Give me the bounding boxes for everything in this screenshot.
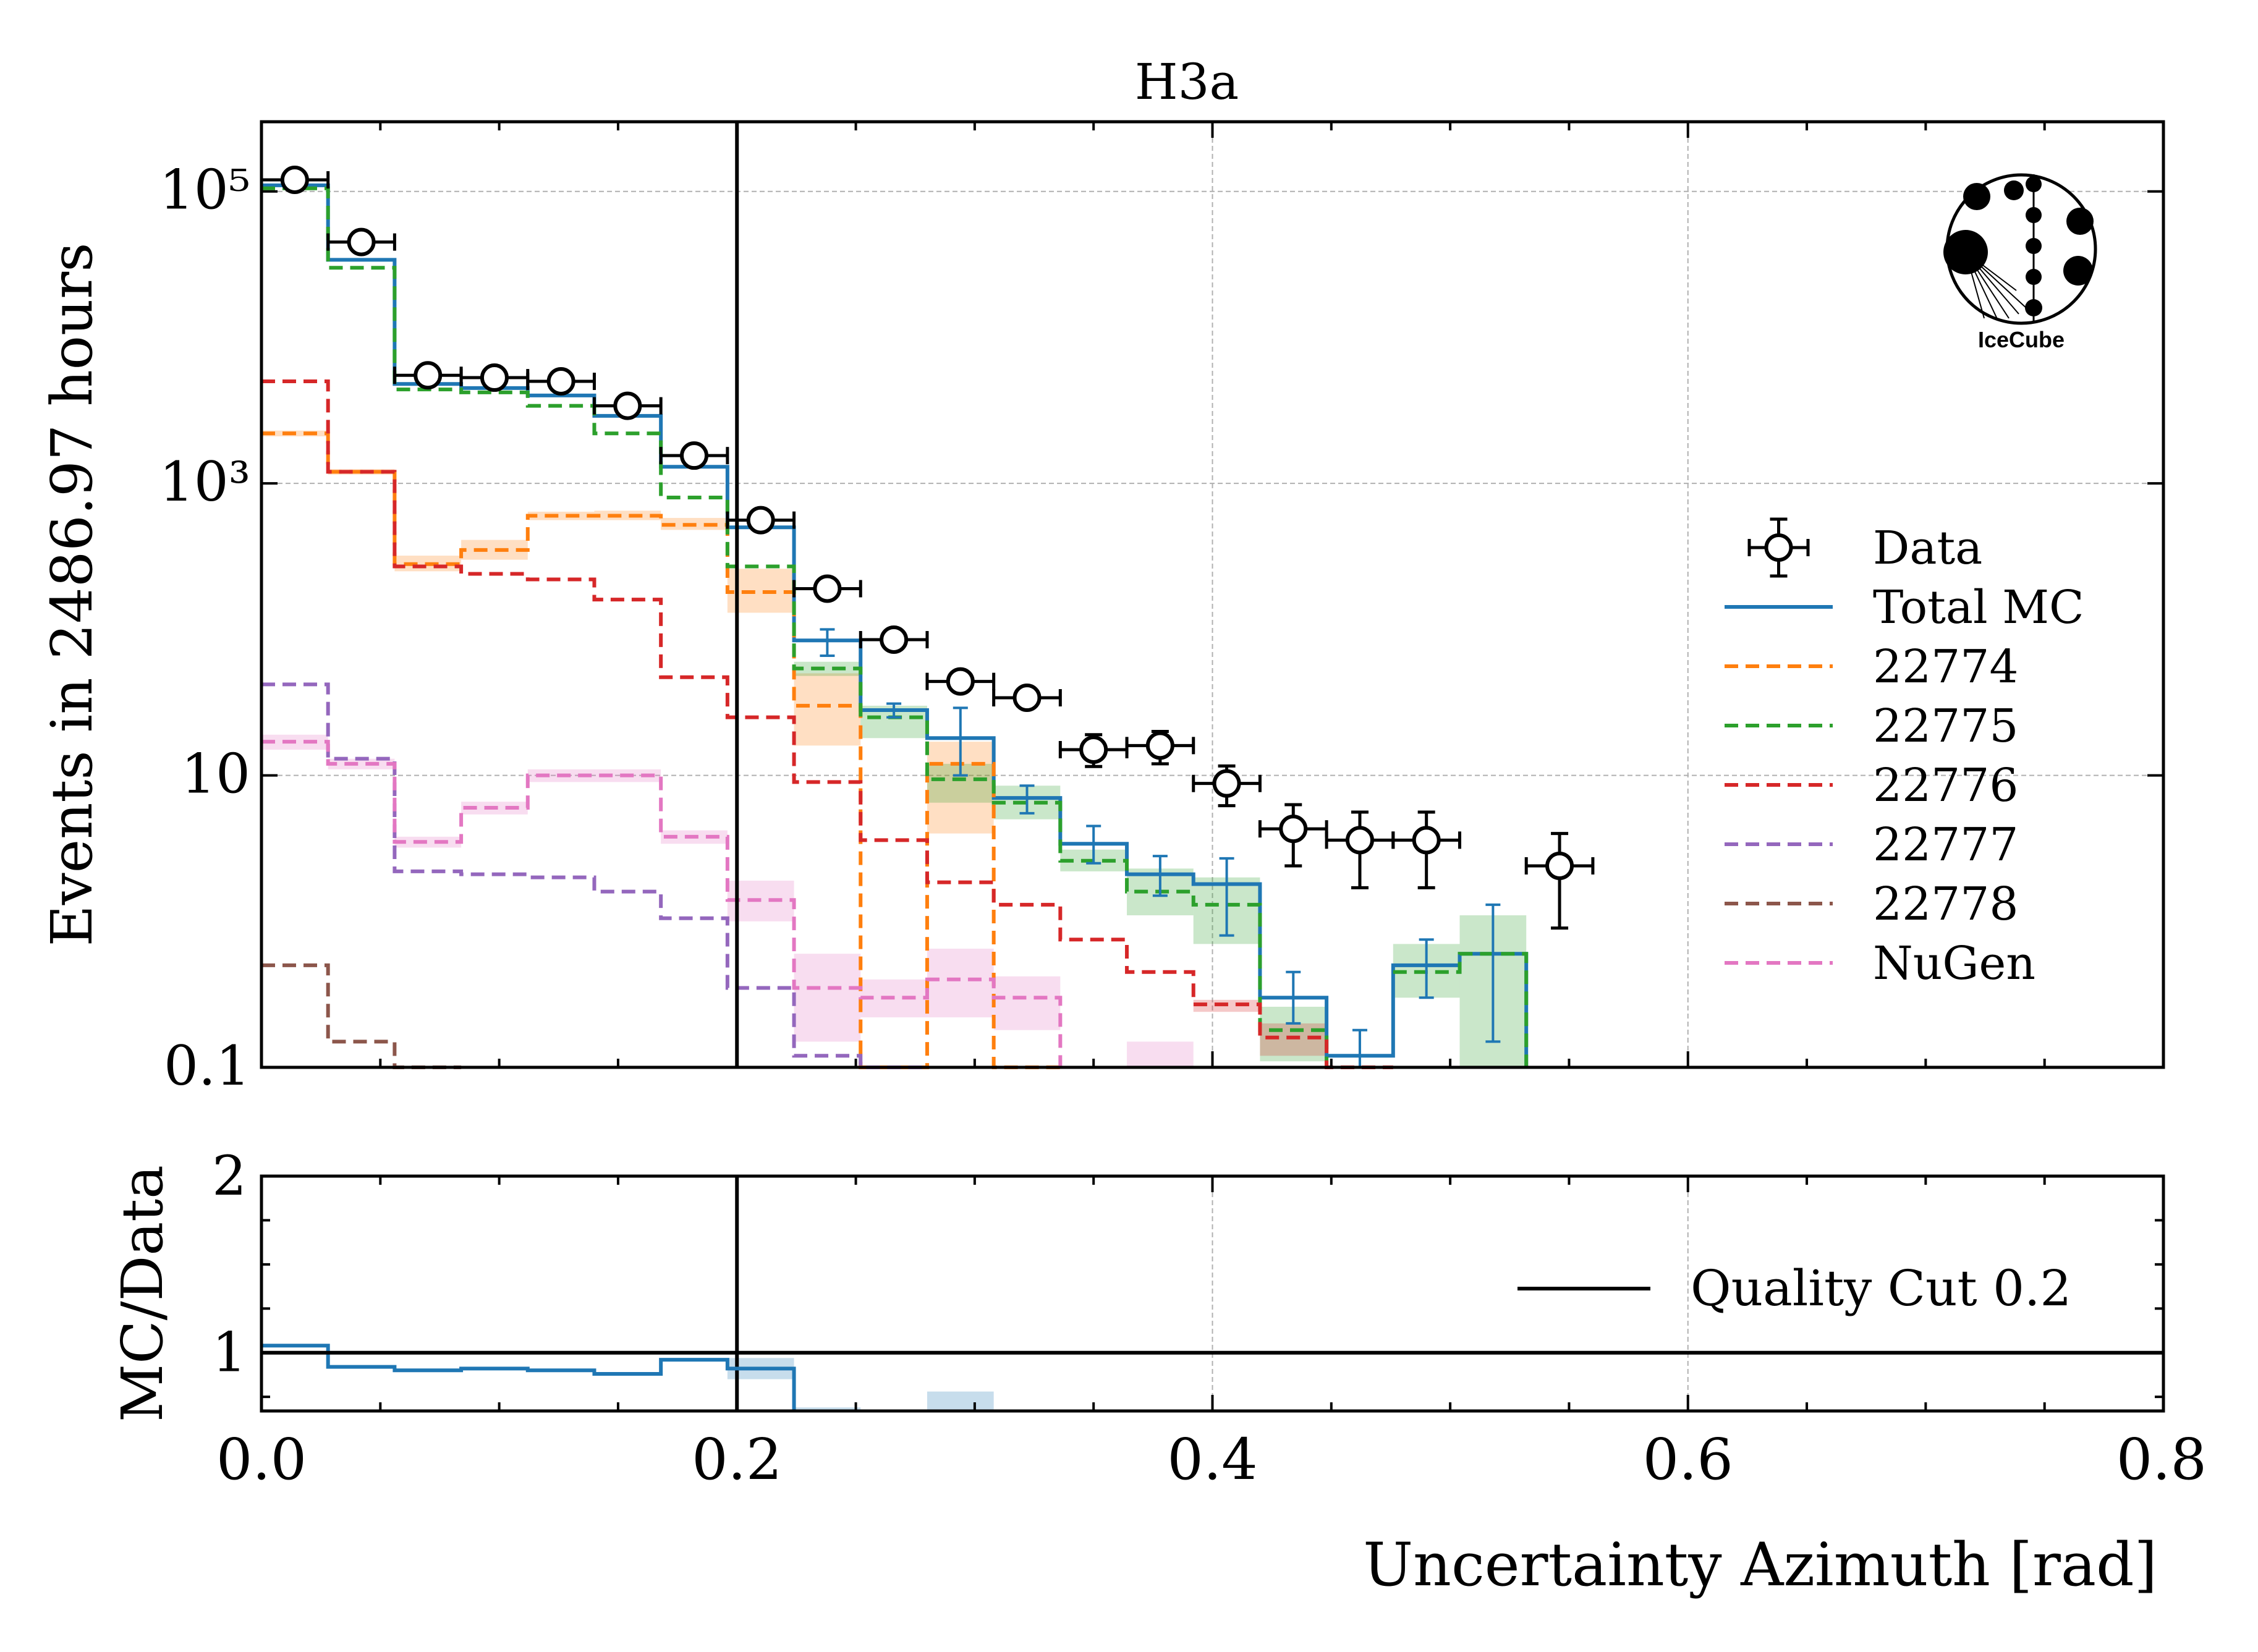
icecube-logo-dot	[2004, 180, 2024, 200]
ratio-panel: 1 2 0.0 0.2 0.4 0.6 0.8 MC/Data Uncertainty Az…	[109, 1144, 2207, 1599]
ratio-band	[794, 1407, 861, 1411]
band-nugen	[993, 976, 1061, 1030]
series-line-s22778	[261, 963, 462, 1069]
icecube-logo-dot	[2063, 256, 2093, 286]
x-tick-label: 0.2	[692, 1426, 782, 1493]
icecube-logo-text: IceCube	[1978, 327, 2065, 352]
data-point	[880, 625, 909, 654]
main-ytick-labels: 0.1 10 10³ 10⁵	[159, 158, 250, 1098]
legend-label-data: Data	[1873, 522, 1982, 575]
legend-marker-data	[1764, 533, 1793, 562]
legend-label-s22776: 22776	[1873, 759, 2018, 812]
data-point	[1545, 851, 1574, 880]
main-panel: 0.1 10 10³ 10⁵ Events in 2486.97 hours IceC…	[39, 120, 2165, 1098]
y-tick-label: 10⁵	[159, 158, 250, 222]
data-point	[1279, 815, 1308, 844]
x-tick-label: 0.4	[1167, 1426, 1257, 1493]
series-line-s22776	[261, 379, 1393, 1069]
legend-label-s22774: 22774	[1873, 640, 2018, 693]
data-point	[680, 441, 709, 470]
data-point	[1412, 826, 1441, 855]
main-frame	[260, 120, 2165, 1069]
band-nugen	[927, 948, 994, 1018]
legend-label-nugen: NuGen	[1873, 937, 2035, 990]
ratio-bands	[727, 1358, 994, 1411]
ratio-legend: Quality Cut 0.2	[1517, 1260, 2071, 1317]
legend-label-s22777: 22777	[1873, 818, 2018, 871]
main-grid	[261, 122, 2163, 1067]
icecube-logo-dot	[1963, 183, 1990, 210]
data-point	[347, 227, 376, 256]
band-s22774	[594, 510, 661, 520]
x-tick-label: 0.0	[216, 1426, 307, 1493]
series-line-s22777	[261, 682, 927, 1069]
ratio-steps	[261, 1176, 2163, 1411]
data-point	[813, 574, 842, 603]
data-point	[414, 361, 443, 390]
main-steps	[261, 122, 1529, 1069]
data-point	[746, 506, 775, 535]
series-line-s22775	[261, 186, 1529, 1067]
data-point	[1079, 735, 1108, 764]
band-nugen	[1127, 1041, 1194, 1067]
chart-title: H3a	[1135, 53, 1239, 111]
legend-label-quality-cut: Quality Cut 0.2	[1691, 1260, 2071, 1317]
band-s22774	[794, 673, 861, 746]
series-line-nugen	[261, 740, 1063, 1067]
ratio-line	[261, 1344, 796, 1411]
ratio-band	[927, 1391, 994, 1411]
band-s22774	[527, 511, 595, 520]
ratio-tick-labels: 1 2 0.0 0.2 0.4 0.6 0.8	[212, 1144, 2207, 1493]
ratio-grid	[1212, 1176, 1689, 1411]
data-point	[1012, 684, 1042, 713]
legend-label-s22778: 22778	[1873, 878, 2018, 931]
main-points	[260, 165, 1595, 930]
band-s22775	[794, 661, 861, 676]
legend-label-s22775: 22775	[1873, 700, 2018, 753]
icecube-logo-dot	[2066, 208, 2094, 235]
icecube-logo: IceCube	[1943, 173, 2097, 352]
data-point	[1145, 731, 1174, 760]
x-tick-label: 0.8	[2116, 1426, 2207, 1493]
ratio-y-axis-label: MC/Data	[109, 1165, 176, 1422]
data-point	[546, 367, 575, 396]
y-tick-label: 10³	[159, 450, 250, 514]
main-y-axis-label: Events in 2486.97 hours	[39, 243, 105, 947]
icecube-logo-rays	[1965, 252, 2028, 321]
data-point	[280, 165, 309, 194]
band-nugen	[794, 954, 861, 1042]
ratio-frame	[260, 1174, 2165, 1413]
y-tick-label: 0.1	[164, 1034, 250, 1098]
data-point	[1212, 769, 1241, 798]
main-bands	[261, 430, 1527, 1067]
x-tick-label: 0.6	[1643, 1426, 1733, 1493]
data-point	[613, 391, 642, 420]
legend-label-total_mc: Total MC	[1873, 581, 2084, 634]
x-axis-label: Uncertainty Azimuth [rad]	[1363, 1530, 2157, 1599]
band-nugen	[394, 836, 462, 848]
y-tick-label: 10	[181, 742, 250, 806]
data-point	[946, 667, 975, 696]
main-legend: Data Total MC 22774 22775 22776 22777 22778 NuG…	[1725, 517, 2084, 990]
data-point	[1345, 826, 1374, 855]
data-point	[480, 363, 509, 392]
band-nugen	[328, 758, 395, 769]
ratio-y-tick-label: 1	[212, 1321, 247, 1384]
ratio-y-tick-label: 2	[212, 1144, 247, 1208]
main-errbars	[820, 628, 1501, 1069]
